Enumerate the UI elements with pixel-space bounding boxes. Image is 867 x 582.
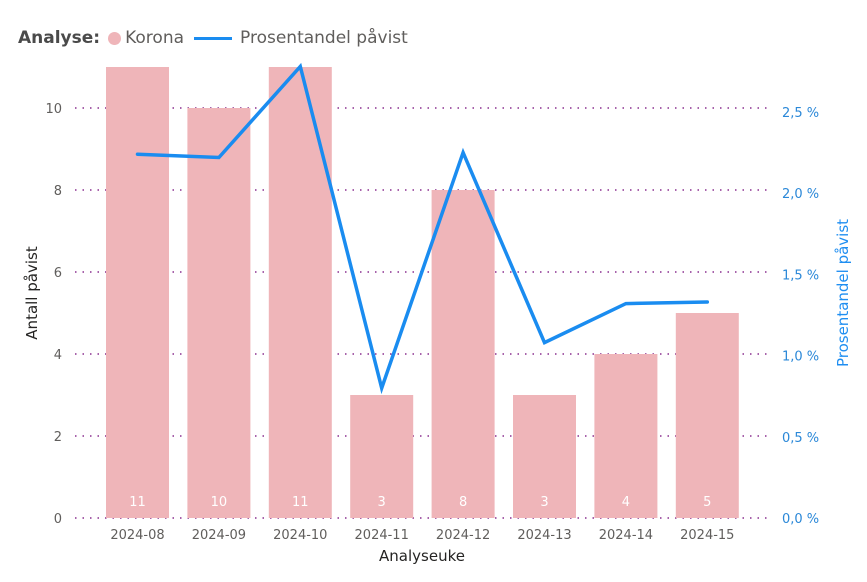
y-left-tick: 6 — [54, 266, 62, 281]
x-tick: 2024-09 — [192, 528, 246, 543]
bar-series-korona: 11 10 11 3 8 3 4 5 — [106, 67, 739, 518]
bar-2024-11[interactable] — [350, 395, 414, 518]
x-axis-title: Analyseuke — [379, 547, 465, 565]
bar-data-label: 4 — [622, 495, 630, 510]
bar-2024-10[interactable] — [268, 67, 332, 518]
y-right-tick: 0,0 % — [782, 512, 819, 527]
x-tick: 2024-12 — [436, 528, 490, 543]
legend-prosentandel-marker — [194, 36, 233, 40]
x-tick: 2024-08 — [110, 528, 164, 543]
legend-prosentandel-label[interactable]: Prosentandel påvist — [240, 28, 408, 48]
y-left-tick: 4 — [54, 348, 62, 363]
y-left-tick: 0 — [54, 512, 62, 527]
x-axis: 2024-08 2024-09 2024-10 2024-11 2024-12 2024-… — [110, 528, 734, 543]
y-right-axis-title: Prosentandel påvist — [834, 219, 852, 367]
legend-korona-marker — [108, 31, 122, 45]
bar-data-label: 3 — [378, 495, 386, 510]
y-right-tick: 2,0 % — [782, 187, 819, 202]
bar-2024-14[interactable] — [594, 354, 658, 518]
y-right-tick: 2,5 % — [782, 106, 819, 121]
x-tick: 2024-15 — [680, 528, 734, 543]
bar-data-label: 5 — [703, 495, 711, 510]
y-right-tick: 1,0 % — [782, 350, 819, 365]
x-tick: 2024-14 — [599, 528, 653, 543]
bar-2024-12[interactable] — [431, 190, 495, 518]
x-tick: 2024-11 — [355, 528, 409, 543]
bar-data-label: 3 — [540, 495, 548, 510]
bar-data-label: 11 — [292, 495, 309, 510]
bar-data-label: 8 — [459, 495, 467, 510]
y-left-tick: 10 — [45, 102, 62, 117]
legend-title: Analyse: — [18, 28, 101, 48]
chart-legend: Analyse: Korona Prosentandel påvist — [18, 26, 408, 50]
bar-data-label: 10 — [211, 495, 228, 510]
y-right-tick: 0,5 % — [782, 431, 819, 446]
y-left-axis-title: Antall påvist — [23, 246, 41, 340]
bar-2024-13[interactable] — [513, 395, 576, 518]
right-axis: 0,0 % 0,5 % 1,0 % 1,5 % 2,0 % 2,5 % — [782, 106, 819, 527]
line-prosentandel[interactable] — [135, 62, 710, 395]
bar-2024-15[interactable] — [675, 313, 739, 518]
y-left-tick: 2 — [54, 430, 62, 445]
x-tick: 2024-13 — [517, 528, 571, 543]
bar-2024-08[interactable] — [106, 67, 169, 518]
line-series-prosentandel — [135, 62, 710, 395]
bar-data-label: 11 — [129, 495, 146, 510]
legend-korona-label[interactable]: Korona — [125, 28, 185, 48]
y-left-tick: 8 — [54, 184, 62, 199]
x-tick: 2024-10 — [273, 528, 327, 543]
gridlines — [75, 107, 770, 519]
bar-2024-09[interactable] — [187, 108, 251, 518]
left-axis: 0 2 4 6 8 10 — [45, 102, 62, 527]
y-right-tick: 1,5 % — [782, 268, 819, 283]
